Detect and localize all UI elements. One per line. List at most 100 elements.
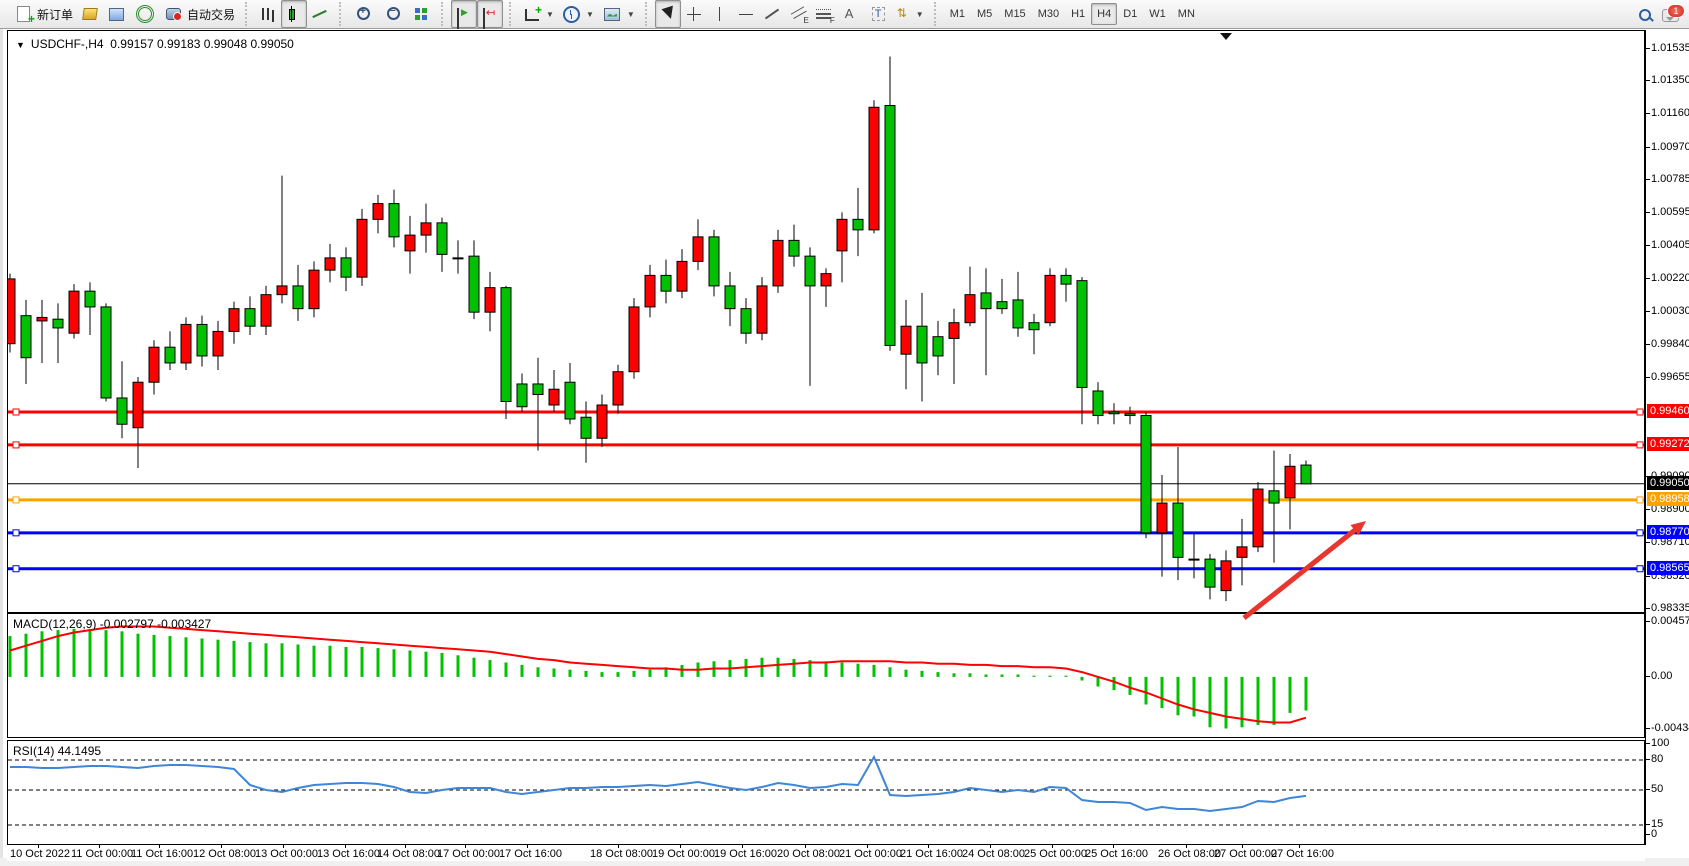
zoomout-icon [385,5,403,22]
candle [708,236,720,287]
time-axis-tick [527,845,528,848]
time-axis-tick [867,845,868,848]
candle [260,294,272,327]
line-handle [12,441,20,449]
axis-tick [1646,509,1650,511]
crosshair-button[interactable] [681,0,707,28]
timeframe-m15[interactable]: M15 [1004,8,1026,20]
timeframe-h4[interactable]: H4 [1091,3,1118,25]
win-icon [109,7,125,21]
horizontal-line-button[interactable] [733,0,759,28]
vertical-line-button[interactable] [707,0,733,28]
chart-shift-button[interactable] [477,0,504,28]
axis-tick [1646,245,1650,247]
time-axis-tick [928,845,929,848]
line-handle [1636,529,1644,537]
price-axis-label: 1.01160 [1651,107,1689,120]
fibo-icon [815,6,835,25]
candle [1108,411,1120,415]
templates-button[interactable]: ▼ [598,0,639,28]
candle [1268,490,1280,504]
zoom-in-button[interactable] [349,0,379,28]
chevron-down-icon[interactable]: ▼ [626,9,635,19]
collapse-icon[interactable]: ▼ [16,40,25,50]
candle [52,318,64,329]
axis-tick [1646,759,1650,760]
price-axis-label: 0.99655 [1651,370,1689,383]
ohlc-low: 0.99048 [203,37,248,51]
channel-button[interactable] [785,0,811,28]
axis-tick [1646,834,1650,835]
price-axis-label: 0.99840 [1651,338,1689,351]
timeframe-m5[interactable]: M5 [977,8,993,20]
trendline-button[interactable] [759,0,785,28]
candle [180,323,192,364]
time-axis[interactable]: 10 Oct 2022 11 Oct 00:00 11 Oct 16:00 12 Oc… [7,845,1645,861]
chart-shift-marker[interactable] [1220,33,1232,40]
timeframe-m1[interactable]: M1 [949,8,965,20]
ohlc-high: 0.99183 [157,37,201,51]
market-watch-button[interactable] [77,0,103,28]
timeframe-m30[interactable]: M30 [1037,8,1060,20]
chevron-down-icon[interactable]: ▼ [546,9,554,19]
price-pane[interactable]: ▼ USDCHF-,H4 0.99157 0.99183 0.99048 0.99… [7,30,1645,613]
time-axis-label: 26 Oct 08:00 [1158,848,1221,860]
candle [596,404,608,439]
time-axis-tick [221,845,222,848]
time-axis-label: 19 Oct 00:00 [652,848,715,860]
chevron-down-icon[interactable]: ▼ [585,9,594,19]
candle [132,381,144,429]
timeframe-mn[interactable]: MN [1177,8,1195,20]
timeframe-d1[interactable]: D1 [1123,8,1138,20]
ohlc-close: 0.99050 [250,37,294,51]
time-axis-tick [345,845,346,848]
indicators-button[interactable]: ▼ [519,0,558,28]
macd-axis-label: 0.004576 [1651,614,1689,627]
data-window-button[interactable] [103,0,130,28]
zoomin-icon [355,6,373,22]
timeframe-h1[interactable]: H1 [1071,8,1086,20]
candle [836,218,848,252]
arrows-button[interactable]: ▼ [889,0,928,28]
bar-chart-button[interactable] [255,0,281,28]
auto-scroll-button[interactable] [451,0,478,28]
chevron-down-icon[interactable]: ▼ [915,9,924,19]
line-handle [1636,441,1644,449]
axis-tick [1646,178,1650,180]
time-axis-label: 27 Oct 00:00 [1214,848,1277,860]
navigator-button[interactable] [130,0,160,28]
text-button[interactable] [837,0,863,28]
timeframe-w1[interactable]: W1 [1149,8,1166,20]
candle [292,285,304,310]
candle [740,308,752,334]
zoom-out-button[interactable] [379,0,409,28]
candle [1092,390,1104,416]
search-icon[interactable] [1638,8,1651,21]
toolbar-group-scroll [441,0,507,28]
periods-button[interactable]: ▼ [558,0,598,28]
candle [1044,274,1056,324]
new-order-button[interactable]: 新订单 [10,0,77,28]
time-axis-label: 11 Oct 16:00 [131,848,194,860]
text-label-button[interactable] [863,0,889,28]
candlestick-button[interactable] [281,0,308,28]
time-axis-label: 19 Oct 16:00 [714,848,777,860]
rsi-pane[interactable]: RSI(14) 44.1495 [7,740,1645,845]
community-icon[interactable]: 1 [1662,3,1685,22]
candle [84,290,96,308]
candle [1140,414,1152,534]
tile-windows-button[interactable] [409,0,435,28]
line-chart-button[interactable] [307,0,333,28]
price-line-value-badge: 0.99272 [1647,436,1689,451]
time-axis-tick [805,845,806,848]
time-axis-tick [1113,845,1114,848]
candle [148,346,160,383]
macd-pane[interactable]: MACD(12,26,9) -0.002797 -0.003427 [7,613,1645,738]
auto-trading-button[interactable]: 自动交易 [160,0,239,28]
chan-icon [789,6,808,25]
cursor-button[interactable] [654,0,681,28]
fibonacci-button[interactable] [811,0,837,28]
candle [612,371,624,406]
price-axis[interactable]: 1.01535 1.01350 1.01160 1.00970 1.00785 1.005… [1645,30,1689,845]
